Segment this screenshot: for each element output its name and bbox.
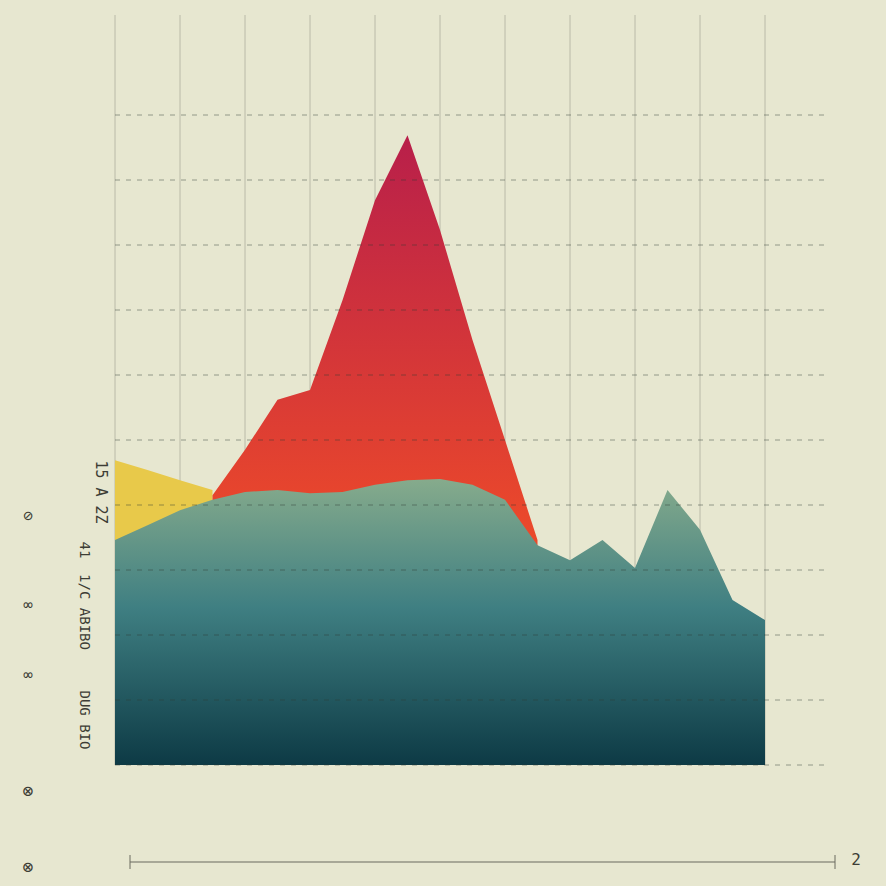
area: [115, 479, 765, 765]
grid-line-y: [115, 375, 830, 376]
grid-line-y: [115, 765, 830, 766]
grid: [115, 15, 765, 765]
grid-line-y: [115, 310, 830, 311]
annotation: ⊗: [23, 780, 34, 801]
annotation: ⊘: [23, 506, 33, 525]
annotation: ⊗: [23, 856, 34, 877]
rule-end: [835, 855, 836, 869]
background: [0, 0, 886, 886]
annotation: 2: [851, 850, 861, 869]
annotation: 41: [77, 542, 93, 559]
grid-line-y: [115, 440, 830, 441]
annotation: 1/C ABIBO: [77, 574, 93, 650]
grid-line-y: [115, 635, 830, 636]
rule-end: [130, 855, 131, 869]
annotation: ∞: [23, 665, 33, 684]
annotation: ∞: [23, 595, 33, 614]
annotation: 15 A 2Z: [92, 460, 110, 523]
plot-area: [115, 135, 765, 765]
rule: [130, 861, 835, 862]
chart: 15 A 2Z 41 1/C ABIBO DUG BIO ⊘ ∞ ∞ ⊗ ⊗ 2: [0, 0, 886, 886]
grid-line-y: [115, 245, 830, 246]
grid-line-y: [115, 700, 830, 701]
annotation: DUG BIO: [77, 690, 93, 749]
grid-line-y: [115, 180, 830, 181]
grid-line-y: [115, 505, 830, 506]
grid-line-y: [115, 570, 830, 571]
grid-line-y: [115, 115, 830, 116]
